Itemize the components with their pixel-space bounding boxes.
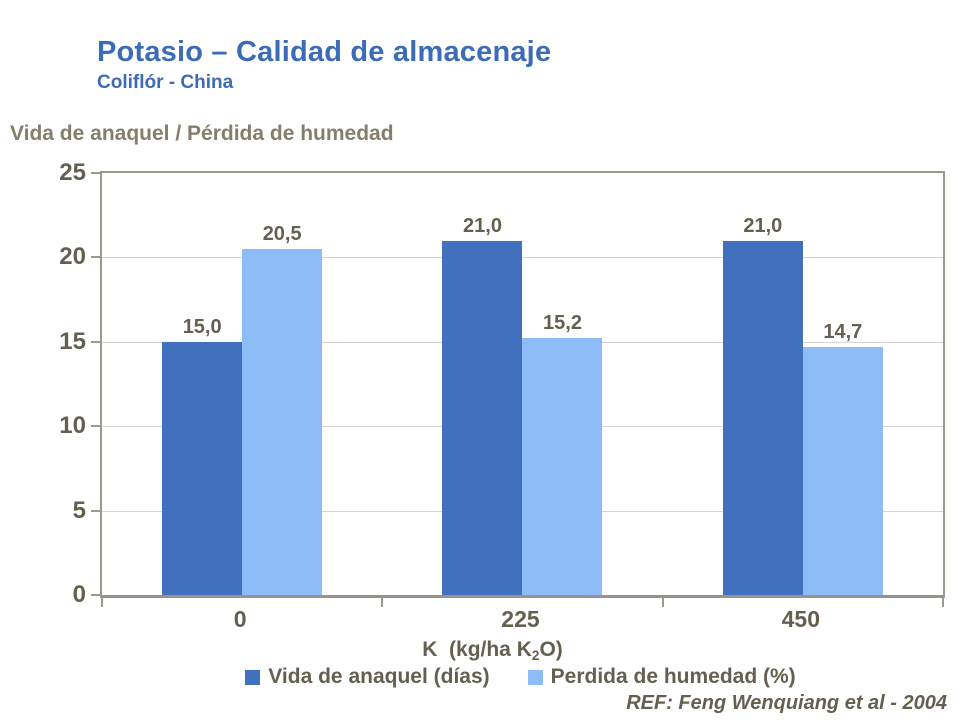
bar-group: 15,0 20,5 <box>102 173 382 595</box>
y-axis-tick <box>91 256 100 259</box>
y-axis-tick-label: 10 <box>59 412 86 440</box>
bar-value-label: 15,2 <box>543 312 582 335</box>
slide-title: Potasio – Calidad de almacenaje <box>97 36 552 68</box>
x-axis-title-subscript: 2 <box>531 648 540 664</box>
bar <box>802 346 883 595</box>
legend-swatch <box>527 669 543 685</box>
bar-value-label: 14,7 <box>823 320 863 343</box>
bar-value-label: 21,0 <box>463 214 502 237</box>
y-axis-tick <box>91 425 100 428</box>
y-axis-tick <box>91 340 100 343</box>
legend: Vida de anaquel (días) Perdida de humedad… <box>100 665 941 689</box>
bar <box>722 240 803 595</box>
reference-text: REF: Feng Wenquiang et al - 2004 <box>626 692 947 714</box>
y-axis-tick <box>91 594 100 596</box>
gridline <box>102 257 943 259</box>
plot-area: 0 5 10 15 20 25 15,0 20,5 21,0 15,2 21,0 14,7 <box>59 161 945 607</box>
bar-value-label: 20,5 <box>262 222 302 245</box>
legend-item: Vida de anaquel (días) <box>245 665 490 689</box>
x-axis-tick <box>942 598 944 607</box>
bar-value-label: 15,0 <box>182 315 222 338</box>
x-axis-tick <box>101 598 103 607</box>
bar <box>522 338 603 595</box>
y-axis-tick-label: 25 <box>59 159 86 186</box>
y-axis-tick-label: 20 <box>59 243 86 271</box>
bar-group: 21,0 15,2 <box>382 173 662 595</box>
x-axis-tick-label: 225 <box>501 606 540 632</box>
slide-subtitle: Coliflór - China <box>97 72 234 93</box>
x-axis-title-suffix: O) <box>539 638 563 661</box>
x-axis-tick-label: 450 <box>781 606 820 632</box>
bar-slot: 15,2 <box>522 173 603 595</box>
y-axis-tick <box>91 509 100 512</box>
x-axis-tick <box>381 598 384 607</box>
legend-label: Perdida de humedad (%) <box>550 665 796 688</box>
y-axis-tick-label: 0 <box>72 581 86 608</box>
bar <box>242 248 323 595</box>
x-axis-title: K (kg/ha K2O) <box>72 638 913 663</box>
chart-title: Vida de anaquel / Pérdida de humedad <box>10 122 394 145</box>
x-axis-tick-label: 0 <box>233 606 247 632</box>
x-axis-title-prefix: K (kg/ha K <box>422 638 532 661</box>
bar <box>442 240 523 595</box>
bar-slot: 21,0 <box>442 173 523 595</box>
legend-item: Perdida de humedad (%) <box>527 665 796 689</box>
bar-slot: 21,0 <box>722 173 803 595</box>
y-axis-tick <box>91 172 100 174</box>
bar <box>162 341 243 595</box>
legend-swatch <box>245 669 261 685</box>
bar-slot: 14,7 <box>802 173 883 595</box>
bar-group: 21,0 14,7 <box>663 173 943 595</box>
y-axis-tick-label: 5 <box>72 496 86 524</box>
bar-value-label: 21,0 <box>743 214 783 237</box>
legend-label: Vida de anaquel (días) <box>268 665 490 688</box>
x-axis-tick-labels: 0 225 450 <box>100 606 941 634</box>
y-axis-tick-label: 15 <box>59 327 86 355</box>
bar-slot: 20,5 <box>242 173 323 595</box>
bar-slot: 15,0 <box>162 173 243 595</box>
x-axis-tick <box>661 598 664 607</box>
